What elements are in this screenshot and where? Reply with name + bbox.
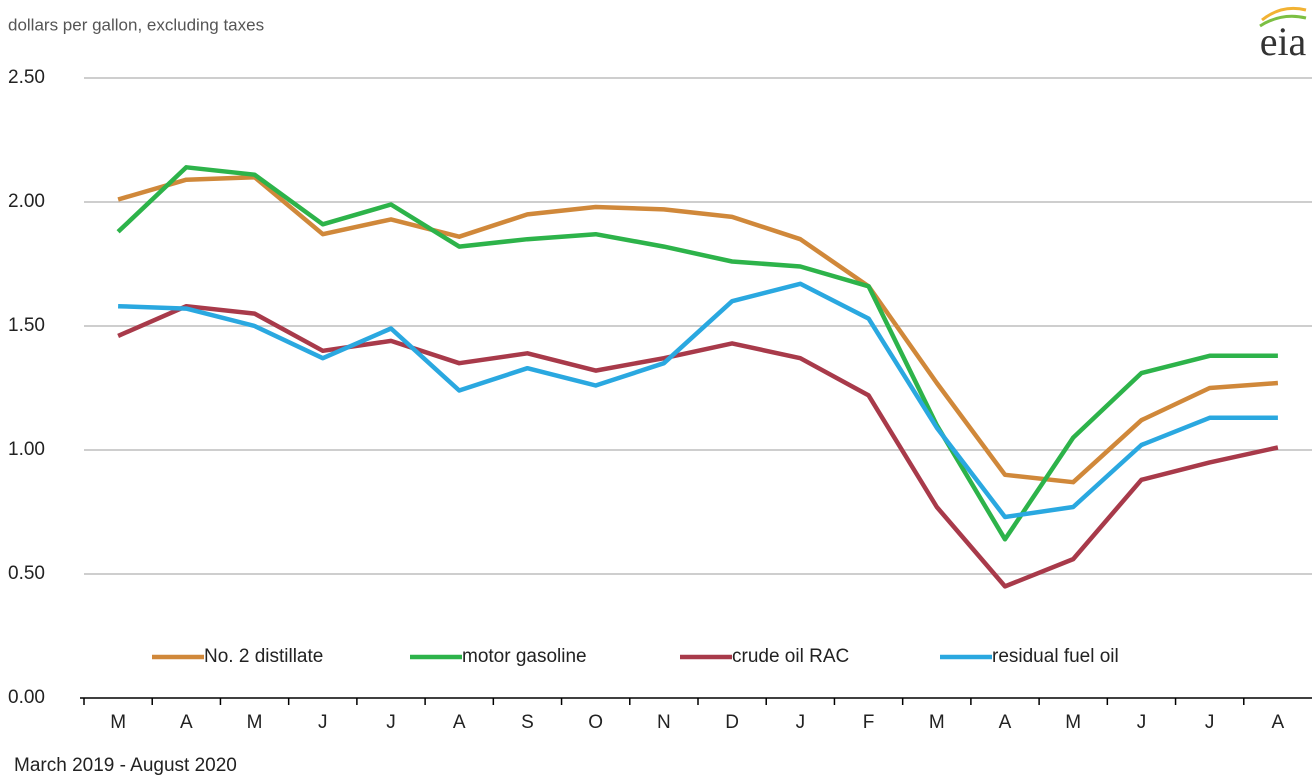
x-tick-label: A: [1272, 712, 1285, 733]
x-tick-label: J: [1205, 712, 1215, 733]
logo-arc: [1261, 6, 1307, 22]
logo: eia: [1260, 19, 1307, 64]
logo-arc: [1259, 14, 1307, 28]
x-tick-label: F: [863, 712, 875, 733]
x-axis-label: March 2019 - August 2020: [14, 755, 237, 776]
series-line: [117, 303, 1279, 589]
x-tick-label: M: [247, 712, 263, 733]
x-tick-label: M: [110, 712, 126, 733]
series-line: [116, 165, 1278, 542]
x-tick-label: N: [657, 712, 671, 733]
x-tick-label: M: [1065, 712, 1081, 733]
series-line: [117, 174, 1279, 485]
series-line: [118, 281, 1278, 520]
y-tick-label: 0.50: [8, 563, 45, 584]
x-tick-label: D: [725, 712, 739, 733]
x-tick-label: J: [386, 712, 396, 733]
x-tick-label: A: [180, 712, 193, 733]
legend-label: residual fuel oil: [992, 646, 1119, 667]
y-tick-label: 2.50: [8, 67, 45, 88]
legend-label: crude oil RAC: [732, 646, 849, 667]
x-tick-label: M: [929, 712, 945, 733]
x-tick-label: J: [796, 712, 806, 733]
x-tick-label: J: [1137, 712, 1147, 733]
x-tick-label: O: [588, 712, 603, 733]
x-tick-label: A: [453, 712, 466, 733]
y-tick-label: 1.50: [8, 315, 45, 336]
y-axis-label: dollars per gallon, excluding taxes: [8, 15, 264, 34]
y-tick-label: 2.00: [8, 191, 45, 212]
x-tick-label: A: [999, 712, 1012, 733]
y-tick-label: 1.00: [8, 439, 45, 460]
legend-label: No. 2 distillate: [204, 646, 323, 667]
legend-label: motor gasoline: [462, 646, 587, 667]
x-tick-label: J: [318, 712, 328, 733]
y-tick-label: 0.00: [8, 687, 45, 708]
x-tick-label: S: [521, 712, 534, 733]
